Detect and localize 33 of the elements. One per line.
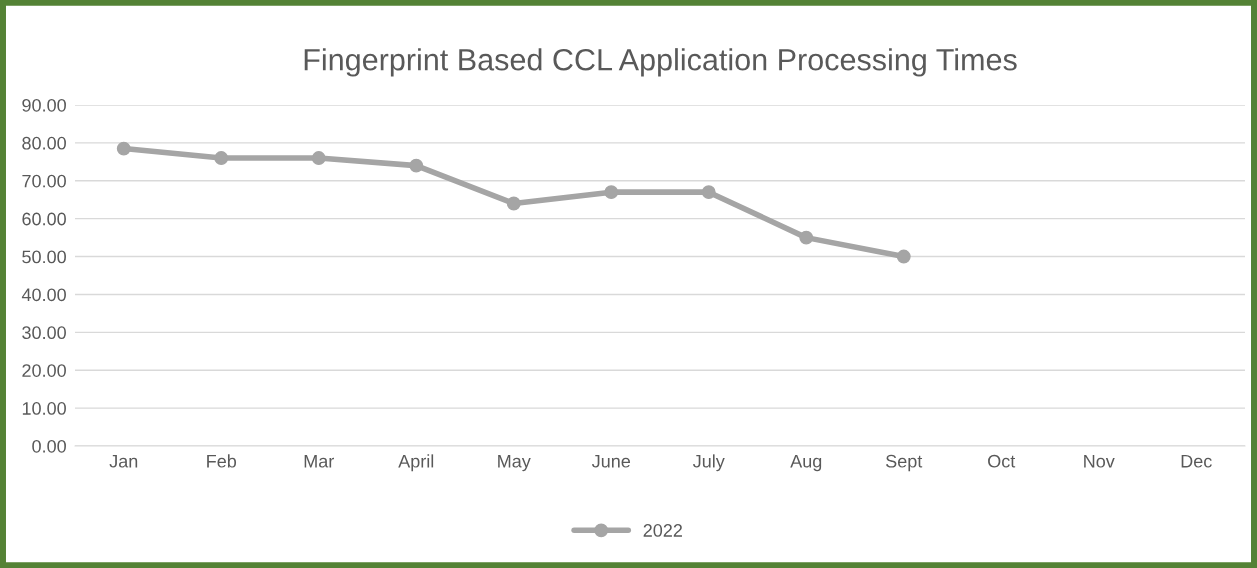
y-tick-label: 80.00 bbox=[22, 136, 66, 150]
point bbox=[409, 158, 424, 173]
point bbox=[311, 151, 326, 165]
y-tick-label: 20.00 bbox=[22, 364, 66, 377]
y-tick-label: 60.00 bbox=[22, 212, 66, 226]
point bbox=[701, 185, 716, 200]
x-tick-label: Aug bbox=[790, 455, 822, 472]
y-tick-label: 70.00 bbox=[22, 174, 66, 188]
y-tick-label: 0.00 bbox=[32, 439, 66, 453]
y-tick-label: 30.00 bbox=[22, 326, 66, 340]
x-tick-label: Dec bbox=[1181, 455, 1212, 468]
point bbox=[116, 141, 131, 156]
point bbox=[896, 249, 911, 264]
chart-title: Fingerprint Based CCL Application Processing Times bbox=[304, 48, 1017, 77]
x-tick-label: Feb bbox=[207, 454, 237, 468]
point bbox=[214, 151, 229, 165]
y-tick-label: 90.00 bbox=[22, 98, 66, 112]
y-tick-label: 40.00 bbox=[21, 288, 66, 302]
x-tick-label: Nov bbox=[1084, 455, 1115, 468]
point bbox=[799, 230, 814, 245]
x-tick-label: Jan bbox=[109, 455, 138, 468]
x-tick-label: Sept bbox=[886, 454, 923, 472]
x-tick-label: Oct bbox=[988, 454, 1016, 468]
y-tick-label: 50.00 bbox=[22, 250, 66, 264]
x-tick-label: April bbox=[398, 454, 434, 472]
x-tick-label: May bbox=[498, 455, 531, 472]
x-tick-label: June bbox=[591, 455, 631, 468]
x-tick-label: Mar bbox=[304, 455, 334, 468]
x-tick-label: July bbox=[692, 454, 725, 472]
point bbox=[604, 185, 619, 200]
y-tick-label: 10.00 bbox=[22, 402, 66, 415]
legend-label: 2022 bbox=[643, 524, 682, 537]
point bbox=[506, 196, 521, 211]
